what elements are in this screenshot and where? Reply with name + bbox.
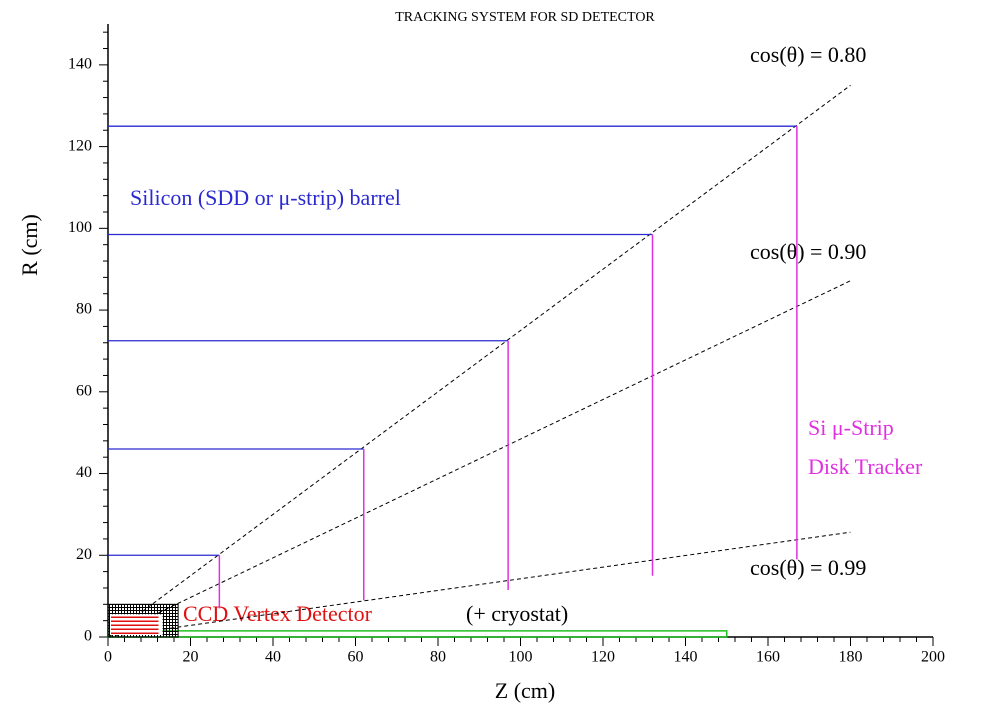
disk-label: Si μ-Strip xyxy=(808,415,894,440)
x-tick-label: 40 xyxy=(265,649,281,666)
cone-line xyxy=(107,280,851,638)
x-tick-label: 200 xyxy=(921,649,945,666)
y-tick-label: 100 xyxy=(68,219,92,236)
x-tick-label: 160 xyxy=(756,649,780,666)
y-tick-label: 60 xyxy=(76,382,92,399)
disk-label: Disk Tracker xyxy=(808,454,923,479)
x-tick-label: 100 xyxy=(509,649,533,666)
x-axis-label: Z (cm) xyxy=(495,678,555,703)
y-axis-label: R (cm) xyxy=(17,214,42,276)
cone-label: cos(θ) = 0.90 xyxy=(750,239,866,264)
y-tick-label: 0 xyxy=(84,628,92,645)
x-tick-label: 80 xyxy=(430,649,446,666)
y-tick-label: 20 xyxy=(76,546,92,563)
x-tick-label: 20 xyxy=(183,649,199,666)
vertex-label: CCD Vertex Detector xyxy=(183,601,373,626)
barrel-label: Silicon (SDD or μ-strip) barrel xyxy=(130,185,401,210)
vertex-note: (+ cryostat) xyxy=(466,601,568,626)
cone-label: cos(θ) = 0.99 xyxy=(750,555,866,580)
cone-line xyxy=(107,531,851,638)
x-tick-label: 140 xyxy=(674,649,698,666)
cone-label: cos(θ) = 0.80 xyxy=(750,42,866,67)
y-tick-label: 40 xyxy=(76,464,92,481)
beam-pipe xyxy=(107,630,728,638)
cone-line xyxy=(107,84,851,638)
y-tick-label: 80 xyxy=(76,301,92,318)
x-tick-label: 180 xyxy=(839,649,863,666)
y-tick-label: 120 xyxy=(68,137,92,154)
chart-title: TRACKING SYSTEM FOR SD DETECTOR xyxy=(395,10,655,25)
y-tick-label: 140 xyxy=(68,56,92,73)
x-tick-label: 120 xyxy=(591,649,615,666)
x-tick-label: 0 xyxy=(104,649,112,666)
x-tick-label: 60 xyxy=(348,649,364,666)
